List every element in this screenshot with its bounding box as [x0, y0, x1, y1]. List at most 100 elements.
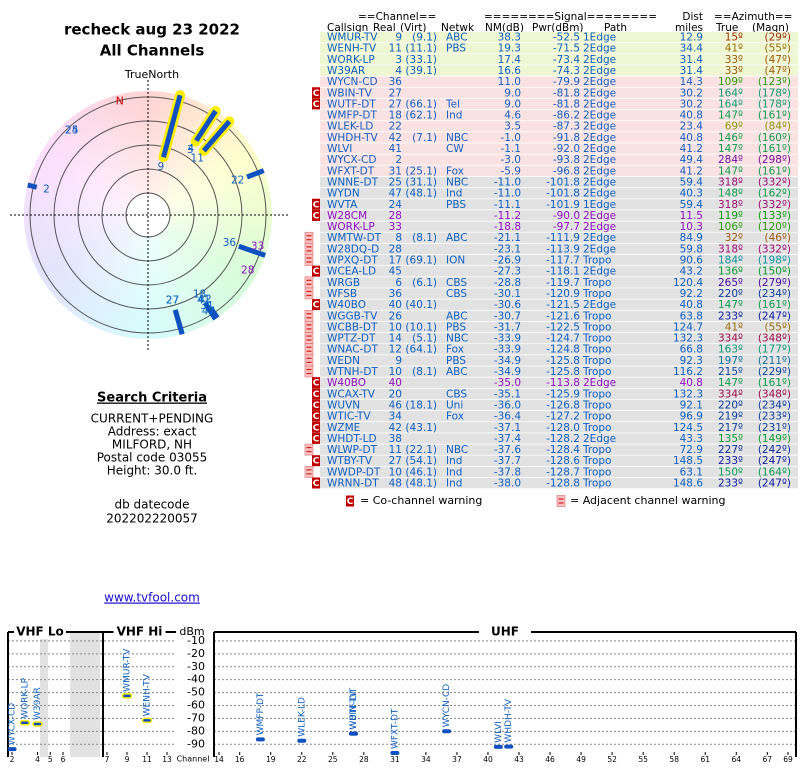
cell-callsign: WWDP-DT — [327, 466, 381, 478]
cell-callsign: W28DQ-D — [327, 243, 379, 255]
cell-dist: 10.3 — [680, 221, 703, 233]
cell-magn: (198º) — [758, 255, 791, 267]
search-heading: Search Criteria — [97, 391, 207, 406]
signal-mark — [255, 737, 265, 742]
cell-dist: 49.4 — [680, 154, 704, 166]
signal-mark — [19, 720, 30, 726]
cell-virt: (18.1) — [405, 399, 437, 411]
band-label: VHF Lo — [16, 625, 64, 639]
cell-real: 9 — [395, 32, 402, 44]
cell-netwk: Fox — [446, 411, 464, 423]
cell-pwr: -125.8 — [546, 355, 580, 367]
cell-magn: (233º) — [758, 411, 791, 423]
cell-real: 48 — [389, 478, 402, 490]
cell-netwk: CW — [446, 143, 464, 155]
station-number: 18 — [193, 288, 206, 300]
cell-magn: (231º) — [758, 422, 791, 434]
table-row — [320, 288, 798, 299]
co-channel-icon-text: C — [313, 211, 320, 221]
cell-dist: 92.2 — [680, 288, 703, 300]
co-channel-icon — [312, 410, 320, 422]
cell-real: 36 — [389, 288, 403, 300]
title: recheck aug 23 2022 — [64, 21, 240, 39]
cell-true: 217º — [718, 422, 743, 434]
cell-callsign: WNNE-DT — [327, 176, 379, 188]
station-number: 33 — [251, 240, 264, 252]
cell-dist: 59.8 — [680, 243, 703, 255]
cell-pwr: -120.9 — [546, 288, 580, 300]
cell-true: 318º — [718, 243, 743, 255]
cell-magn: (164º) — [758, 466, 791, 478]
subtitle: All Channels — [100, 42, 205, 60]
cell-callsign: WCAX-TV — [327, 388, 376, 400]
cell-real: 9 — [395, 355, 402, 367]
cell-dist: 23.4 — [680, 121, 704, 133]
table-row — [320, 176, 798, 188]
station-number: 47 — [202, 306, 215, 318]
cell-pwr: -92.0 — [553, 143, 580, 155]
cell-path: 2Edge — [583, 232, 616, 244]
signal-callsign: WYCN-CD — [442, 684, 452, 727]
table-row — [320, 232, 798, 243]
y-tick-label: -70 — [187, 711, 205, 724]
cell-dist: 40.3 — [680, 188, 703, 200]
band-label-bg — [479, 625, 531, 639]
cell-true: 148º — [718, 188, 743, 200]
cell-real: 17 — [389, 255, 402, 267]
cell-pwr: -113.9 — [546, 243, 580, 255]
cell-pwr: -101.8 — [546, 188, 580, 200]
co-channel-icon-text: C — [313, 479, 320, 489]
signal-callsign: WHDH-TV — [504, 698, 514, 742]
cell-dist: 43.3 — [680, 433, 703, 445]
cell-true: 33º — [725, 65, 743, 77]
signal-mark — [32, 721, 43, 727]
cell-dist: 63.1 — [680, 466, 703, 478]
search-line: CURRENT+PENDING — [91, 412, 214, 426]
table-row — [320, 121, 798, 132]
x-tick-label: 13 — [162, 755, 172, 764]
adjacent-icon — [304, 309, 314, 322]
table-row — [320, 43, 798, 54]
cell-path: 2Edge — [583, 154, 616, 166]
cell-pwr: -119.7 — [546, 277, 580, 289]
signal-mark — [297, 738, 307, 743]
x-tick-label: 6 — [61, 755, 66, 764]
cell-nm: -34.9 — [494, 366, 521, 378]
cell-magn: (348º) — [758, 388, 791, 400]
cell-magn: (348º) — [758, 333, 791, 345]
adjacent-icon — [304, 321, 314, 333]
cell-nm: 19.3 — [498, 43, 521, 55]
station-line — [172, 309, 185, 335]
site-link[interactable]: www.tvfool.com — [104, 591, 200, 605]
signal-callsign: WENH-TV — [143, 673, 153, 716]
table-row — [320, 399, 798, 411]
cell-callsign: WNAC-DT — [327, 344, 378, 356]
legend-co: = Co-channel warning — [360, 494, 482, 507]
co-channel-icon — [312, 477, 320, 489]
table-row — [320, 377, 798, 388]
cell-path: Tropo — [582, 355, 611, 367]
cell-nm: 9.0 — [504, 98, 521, 110]
cell-callsign: WHDH-TV — [327, 132, 378, 144]
cell-true: 109º — [718, 76, 743, 88]
station-number: 25 — [65, 124, 78, 136]
y-tick-label: -20 — [187, 647, 205, 660]
cell-dist: 132.3 — [673, 333, 703, 345]
cell-callsign: W39AR — [327, 65, 365, 77]
cell-dist: 148.6 — [673, 478, 703, 490]
cell-real: 10 — [389, 321, 402, 333]
cell-callsign: W40BO — [327, 377, 366, 389]
cell-netwk: ABC — [446, 232, 468, 244]
adjacent-icon — [304, 466, 314, 478]
cell-magn: (242º) — [758, 444, 791, 456]
cell-virt: (40.1) — [405, 299, 437, 311]
cell-dist: 11.5 — [680, 210, 703, 222]
cell-virt: (9.1) — [412, 32, 437, 44]
cell-path: 2Edge — [583, 221, 616, 233]
co-channel-icon-text: C — [313, 390, 320, 400]
table-row — [320, 210, 798, 221]
cell-dist: 31.4 — [680, 65, 704, 77]
y-tick-label: -90 — [187, 737, 205, 750]
table-row — [320, 355, 798, 366]
station-line — [246, 168, 265, 180]
